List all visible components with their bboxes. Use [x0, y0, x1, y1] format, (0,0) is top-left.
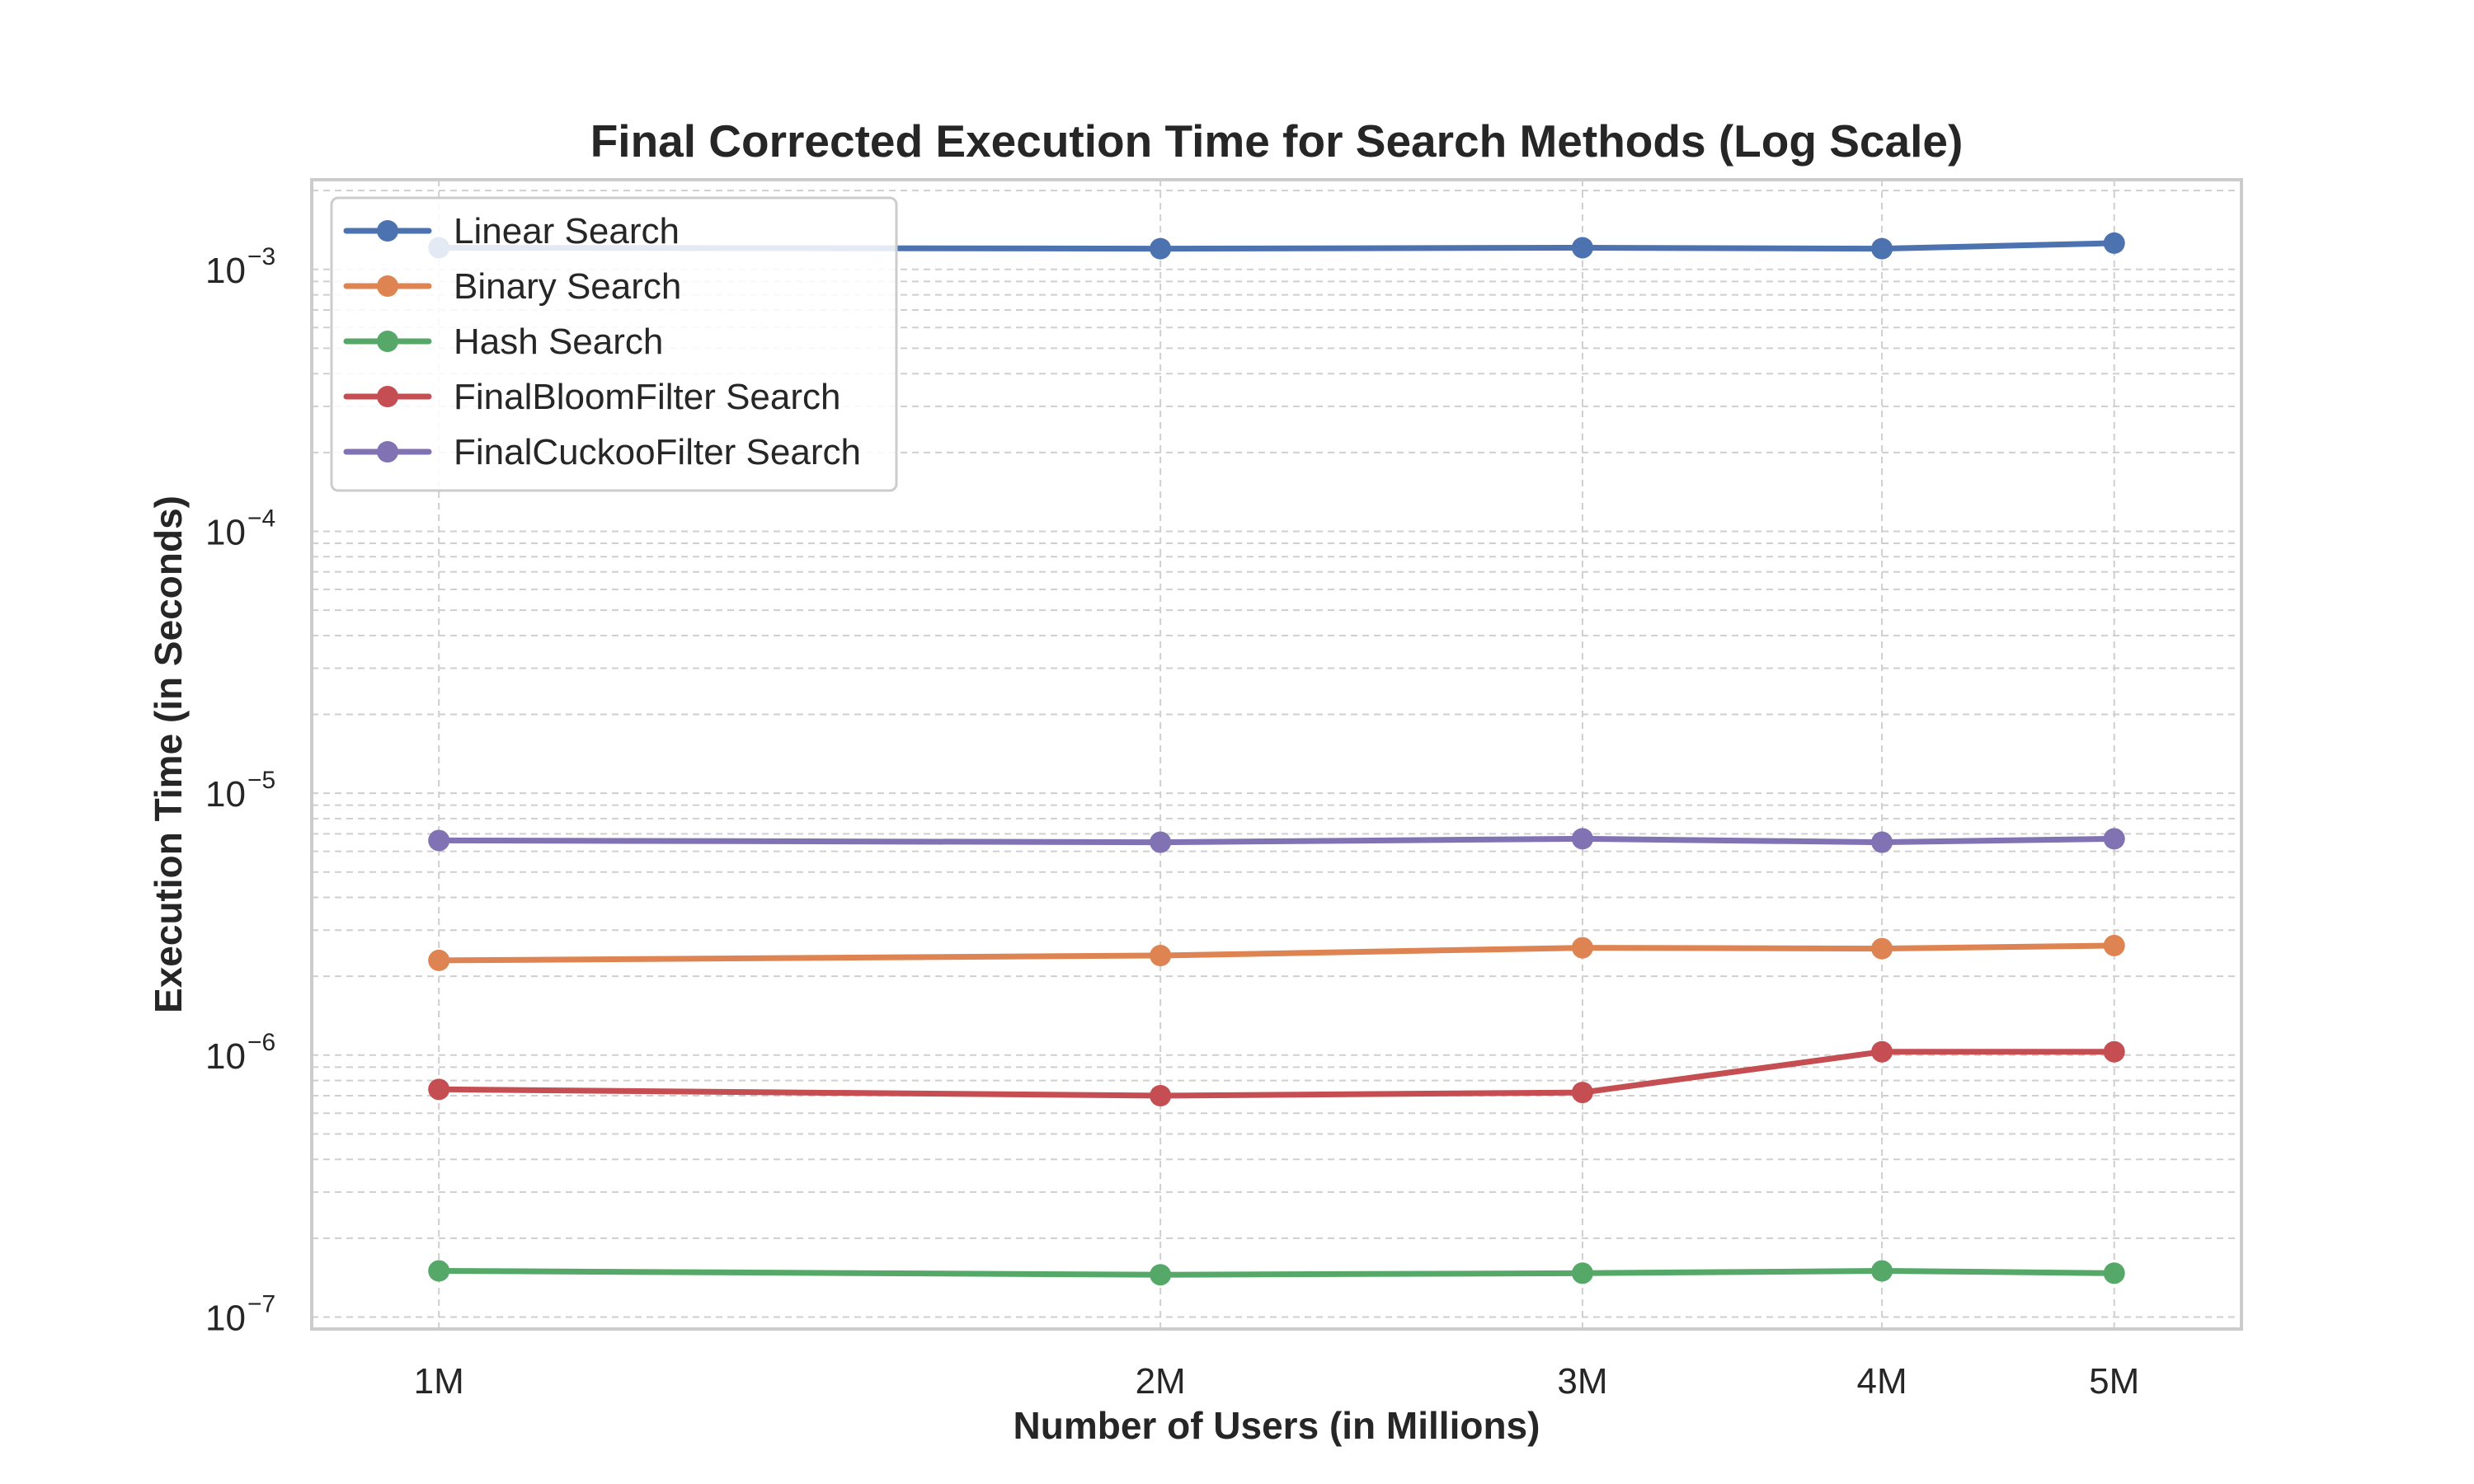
- legend-marker: [377, 331, 398, 352]
- series-line-4: [435, 835, 2118, 846]
- data-point: [428, 949, 450, 971]
- data-point: [1871, 831, 1893, 853]
- legend-marker: [377, 441, 398, 463]
- legend-label: Binary Search: [454, 266, 681, 307]
- y-tick-base: 10: [205, 1298, 246, 1338]
- plot-frame: [310, 178, 2243, 1331]
- data-point: [428, 829, 450, 852]
- data-point: [1150, 237, 1172, 260]
- legend-marker: [377, 275, 398, 297]
- x-tick-label: 5M: [2089, 1361, 2139, 1402]
- x-axis-label: Number of Users (in Millions): [1014, 1404, 1540, 1447]
- data-point: [1150, 1264, 1172, 1286]
- legend-item: FinalBloomFilter Search: [343, 377, 841, 417]
- legend-item: Linear Search: [343, 211, 680, 251]
- legend-item: Binary Search: [343, 266, 681, 307]
- legend-box: [330, 196, 898, 492]
- legend-label: Linear Search: [454, 211, 680, 251]
- y-tick-exponent: −5: [247, 767, 275, 794]
- data-point: [1150, 945, 1172, 967]
- data-point: [2103, 1262, 2125, 1284]
- y-tick-exponent: −7: [247, 1290, 275, 1317]
- y-tick-label: 10 −7: [205, 1290, 275, 1338]
- chart-title: Final Corrected Execution Time for Searc…: [590, 115, 1964, 167]
- data-point: [1150, 1085, 1172, 1107]
- data-point: [1871, 1040, 1893, 1063]
- legend-item: FinalCuckooFilter Search: [343, 432, 861, 472]
- data-point: [2103, 1040, 2125, 1063]
- data-point: [1571, 828, 1593, 850]
- legend-marker: [377, 386, 398, 407]
- data-point: [428, 1078, 450, 1101]
- legend-label: FinalCuckooFilter Search: [454, 432, 861, 472]
- legend-label: Hash Search: [454, 322, 663, 362]
- data-point: [1571, 237, 1593, 259]
- y-tick-label: 10 −4: [205, 505, 275, 552]
- data-point: [1871, 937, 1893, 960]
- x-tick-label: 2M: [1136, 1361, 1186, 1402]
- data-point: [1571, 1262, 1593, 1284]
- x-tick-label: 1M: [414, 1361, 464, 1402]
- y-tick-label: 10 −3: [205, 243, 275, 291]
- data-point: [1871, 237, 1893, 260]
- data-point: [428, 1260, 450, 1282]
- data-point: [2103, 934, 2125, 956]
- y-tick-base: 10: [205, 1036, 246, 1077]
- series-layer: [428, 232, 2125, 1286]
- y-tick-exponent: −4: [247, 505, 275, 532]
- y-tick-label: 10 −6: [205, 1029, 275, 1077]
- y-tick-exponent: −3: [247, 243, 275, 270]
- y-tick-base: 10: [205, 512, 246, 552]
- legend: Linear Search Binary Search Hash Search Fin…: [330, 196, 898, 492]
- y-tick-base: 10: [205, 251, 246, 291]
- x-tick-label: 3M: [1557, 1361, 1607, 1402]
- data-point: [1571, 937, 1593, 959]
- data-point: [2103, 828, 2125, 850]
- y-tick-base: 10: [205, 774, 246, 815]
- grid-lines: [312, 180, 2241, 1330]
- y-tick-exponent: −6: [247, 1029, 275, 1056]
- data-point: [1150, 831, 1172, 853]
- legend-marker: [377, 220, 398, 242]
- legend-label: FinalBloomFilter Search: [454, 377, 841, 417]
- data-point: [1571, 1082, 1593, 1104]
- x-tick-label: 4M: [1857, 1361, 1907, 1402]
- data-point: [1871, 1260, 1893, 1282]
- y-tick-label: 10 −5: [205, 767, 275, 815]
- data-point: [2103, 232, 2125, 254]
- y-axis-label: Execution Time (in Seconds): [147, 495, 190, 1013]
- legend-item: Hash Search: [343, 322, 663, 362]
